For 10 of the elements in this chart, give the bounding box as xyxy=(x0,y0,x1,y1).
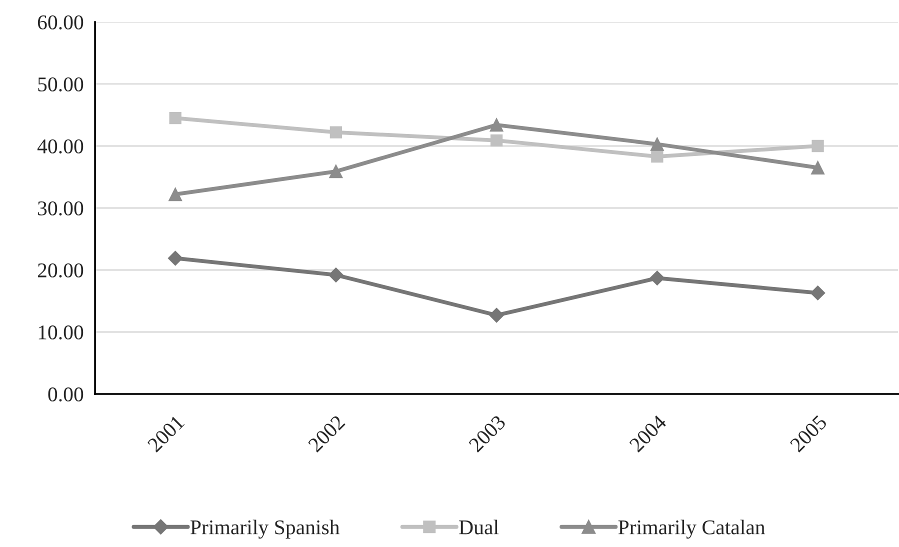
y-tick-label: 60.00 xyxy=(38,15,84,30)
y-tick-label: 40.00 xyxy=(37,139,84,154)
legend-label: Dual xyxy=(459,520,499,534)
y-tick-label: 0.00 xyxy=(48,387,84,402)
legend-label: Primarily Catalan xyxy=(618,520,766,539)
legend-label: Primarily Spanish xyxy=(190,520,340,539)
y-tick-label: 10.00 xyxy=(38,325,84,340)
y-tick-label: 30.00 xyxy=(38,201,84,216)
y-tick-label: 50.00 xyxy=(38,77,84,92)
y-tick-label: 20.00 xyxy=(38,263,84,278)
